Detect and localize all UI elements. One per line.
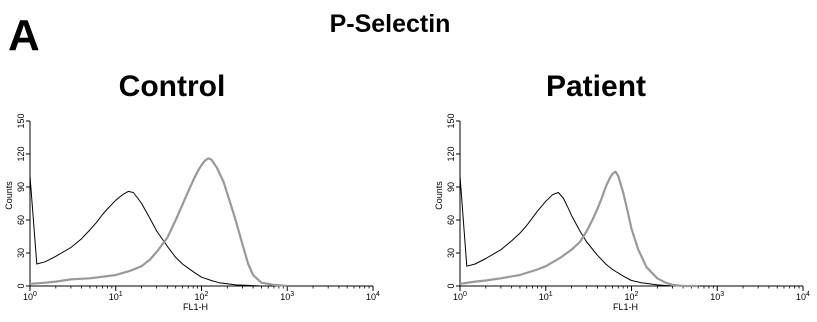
chart-title-control: Control (118, 70, 226, 103)
histogram-patient: 0 30 60 90 120 150 100 101 102 103 104 FL1-H Counts (434, 113, 810, 312)
series-line-gray (29, 157, 288, 288)
y-axis-label: Counts (434, 181, 444, 210)
y-axis-label: Counts (4, 181, 14, 210)
y-tick-label: 90 (16, 182, 26, 192)
x-tick-label: 100 (453, 291, 467, 302)
y-tick-label: 120 (446, 146, 456, 161)
y-tick-label: 150 (16, 113, 26, 128)
series-line-black (459, 175, 692, 287)
x-tick-label: 104 (366, 291, 380, 302)
x-tick-label: 100 (23, 291, 37, 302)
y-tick-label: 30 (16, 248, 26, 258)
series-line-gray (459, 170, 699, 288)
x-tick-label: 101 (109, 291, 123, 302)
y-tick-label: 90 (446, 182, 456, 192)
y-tick-label: 120 (16, 146, 26, 161)
x-tick-label: 103 (710, 291, 724, 302)
panel-label: A (8, 11, 40, 60)
x-tick-label: 104 (796, 291, 810, 302)
chart-title-patient: Patient (545, 70, 647, 103)
y-tick-label: 0 (446, 283, 456, 288)
x-axis-label: FL1-H (613, 302, 638, 312)
figure-title: P-Selectin (329, 10, 451, 38)
y-tick-label: 0 (16, 283, 26, 288)
x-axis-label: FL1-H (183, 302, 208, 312)
x-tick-label: 103 (280, 291, 294, 302)
histogram-control: 0 30 60 90 120 150 100 101 102 103 104 FL1-H Counts (4, 113, 380, 312)
y-tick-label: 60 (446, 215, 456, 225)
x-tick-label: 102 (195, 291, 209, 302)
y-tick-label: 150 (446, 113, 456, 128)
x-tick-label: 102 (625, 291, 639, 302)
y-tick-label: 60 (16, 215, 26, 225)
x-tick-label: 101 (539, 291, 553, 302)
series-line-black (29, 175, 288, 287)
y-tick-label: 30 (446, 248, 456, 258)
